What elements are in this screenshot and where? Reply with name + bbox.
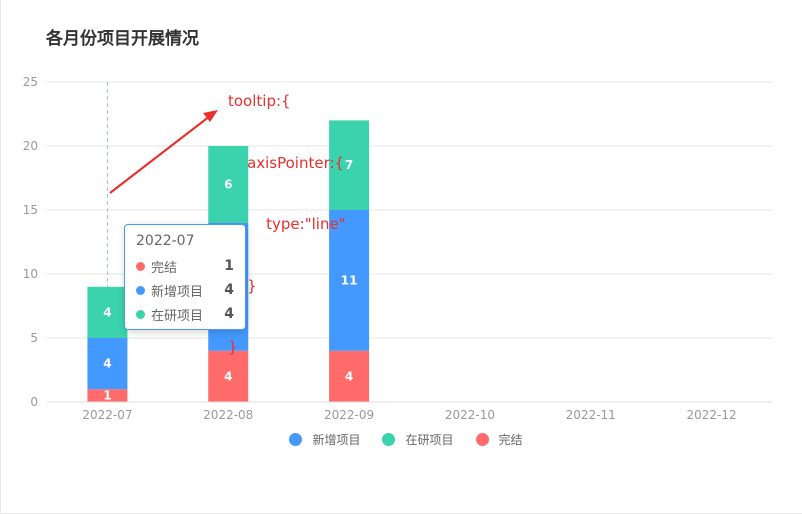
tooltip-series-value: 1 <box>224 258 234 274</box>
bar-segment[interactable] <box>329 120 370 210</box>
legend-item-ongoing[interactable]: 在研项目 <box>382 431 454 448</box>
tooltip-title: 2022-07 <box>136 233 195 249</box>
arrow-head-icon <box>203 110 218 122</box>
legend-dot-icon <box>475 432 489 446</box>
annotation-line: tooltip:{ <box>228 92 291 110</box>
tooltip-row: 在研项目 4 <box>136 302 234 326</box>
tooltip-series-name: 完结 <box>151 260 178 276</box>
arrow-shaft <box>109 115 211 194</box>
bar-value-label: 11 <box>341 273 358 287</box>
bar-segment[interactable] <box>87 389 128 402</box>
legend-label: 完结 <box>498 432 523 447</box>
annotation-code: tooltip:{ axisPointer:{ type:"line" } } <box>228 50 346 378</box>
bar-value-label: 4 <box>103 305 111 319</box>
y-tick-label: 10 <box>23 267 38 281</box>
annotation-line: type:"line" <box>228 215 346 233</box>
tooltip-row: 完结 1 <box>136 254 234 278</box>
tooltip-series-name: 在研项目 <box>151 308 204 324</box>
bar-segment[interactable] <box>329 350 370 402</box>
annotation-line: } <box>247 276 257 295</box>
x-tick-label: 2022-12 <box>687 408 737 422</box>
bar-segment[interactable] <box>329 210 370 351</box>
bar-value-label: 6 <box>224 177 232 191</box>
legend-dot-icon <box>289 432 303 446</box>
axes: 0 5 10 15 20 25 2022-07 2022-08 2022-09 2022-10 20… <box>23 75 772 422</box>
y-tick-label: 5 <box>30 331 38 345</box>
bar-value-label: 4 <box>103 357 111 371</box>
annotation-line: axisPointer:{ <box>228 153 345 172</box>
annotation-line: } <box>228 338 238 356</box>
tooltip-series-name: 新增项目 <box>151 284 204 300</box>
bar-value-label: 7 <box>345 158 353 172</box>
x-tick-label: 2022-09 <box>324 408 374 422</box>
tooltip-row: 新增项目 4 <box>136 278 234 302</box>
series-dot-icon <box>136 285 145 295</box>
y-tick-label: 15 <box>23 203 38 217</box>
bar-segment[interactable] <box>87 338 128 390</box>
bar-segment[interactable] <box>208 146 249 223</box>
legend-dot-icon <box>382 432 396 446</box>
bar-value-label: 4 <box>224 369 232 383</box>
legend-item-done[interactable]: 完结 <box>475 431 523 448</box>
series-dot-icon <box>136 261 145 271</box>
legend-label: 新增项目 <box>312 432 361 447</box>
tooltip-series-value: 4 <box>224 306 234 322</box>
tooltip: 2022-07 完结 1 新增项目 4 在研项目 4 <box>124 224 246 330</box>
tooltip-series-value: 4 <box>224 282 234 298</box>
chart-legend: 新增项目 在研项目 完结 <box>0 430 802 448</box>
x-tick-label: 2022-11 <box>566 408 616 422</box>
bar-segment[interactable] <box>208 350 249 402</box>
series-dot-icon <box>136 309 145 319</box>
chart-title: 各月份项目开展情况 <box>46 29 199 49</box>
bar-value-label: 1 <box>103 389 111 403</box>
x-tick-label: 2022-08 <box>203 408 253 422</box>
y-tick-label: 0 <box>30 395 38 409</box>
x-tick-label: 2022-10 <box>445 408 495 422</box>
bar-value-label: 4 <box>345 369 353 383</box>
y-tick-label: 25 <box>23 75 38 89</box>
legend-label: 在研项目 <box>405 432 454 447</box>
bar-segment[interactable] <box>87 286 128 338</box>
legend-item-new[interactable]: 新增项目 <box>289 431 360 448</box>
grid-lines <box>47 81 772 339</box>
annotation-arrow <box>109 110 218 194</box>
bars[interactable] <box>87 120 370 402</box>
x-tick-label: 2022-07 <box>82 408 132 422</box>
y-tick-label: 20 <box>23 139 38 153</box>
